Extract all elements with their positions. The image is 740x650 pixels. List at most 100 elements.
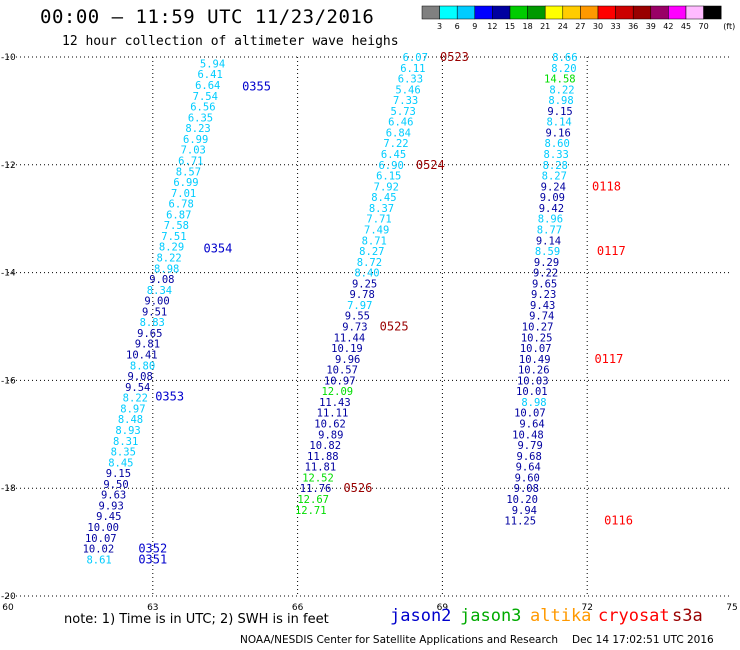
swh-value: 6.46 (388, 117, 413, 129)
swh-value: 10.26 (518, 365, 550, 377)
chart-grid (8, 56, 732, 597)
swh-value: 12.09 (321, 386, 353, 398)
swh-value: 9.09 (540, 192, 565, 204)
swh-value: 6.84 (386, 127, 411, 139)
swh-value: 6.41 (197, 69, 222, 81)
swh-value: 5.46 (395, 84, 420, 96)
swh-value: 10.27 (522, 322, 554, 334)
time-label: 0117 (597, 244, 626, 258)
swh-value: 7.58 (164, 220, 189, 232)
swh-value: 8.29 (159, 242, 184, 254)
swh-value: 9.50 (103, 479, 128, 491)
swh-value: 8.14 (546, 117, 571, 129)
swh-value: 7.71 (366, 214, 391, 226)
swh-value: 9.15 (106, 468, 131, 480)
swh-value: 7.97 (347, 300, 372, 312)
legend-label: 12 (487, 22, 497, 31)
swh-value: 9.14 (536, 235, 561, 247)
swh-value: 8.98 (548, 95, 573, 107)
legend-label: 30 (593, 22, 603, 31)
swh-value: 8.37 (369, 203, 394, 215)
swh-value: 7.03 (181, 145, 206, 157)
swh-value: 6.45 (381, 149, 406, 161)
legend-label: 39 (646, 22, 656, 31)
swh-value: 8.33 (544, 149, 569, 161)
swh-value: 5.73 (391, 106, 416, 118)
swh-value: 11.88 (307, 451, 339, 463)
swh-value: 8.27 (542, 171, 567, 183)
swh-value: 9.93 (99, 500, 124, 512)
swh-value: 8.45 (108, 457, 133, 469)
swh-value: 6.56 (190, 102, 215, 114)
swh-value: 8.23 (185, 123, 210, 135)
swh-value: 10.25 (521, 332, 553, 344)
swh-value: 8.34 (147, 285, 172, 297)
swh-value: 9.65 (532, 278, 557, 290)
legend-label: 36 (628, 22, 638, 31)
swh-value: 8.59 (535, 246, 560, 258)
swh-value: 8.48 (118, 414, 143, 426)
swh-value: 10.48 (512, 429, 544, 441)
swh-value: 7.33 (393, 95, 418, 107)
swh-value: 9.79 (517, 440, 542, 452)
swh-value: 10.62 (314, 419, 346, 431)
legend-label: 45 (681, 22, 691, 31)
swh-value: 11.44 (334, 332, 366, 344)
time-label: 0116 (604, 514, 633, 528)
satellite-name-cryosat: cryosat (598, 606, 670, 626)
legend-label: 3 (437, 22, 442, 31)
y-tick-label: -12 (1, 161, 16, 171)
swh-value: 9.29 (534, 257, 559, 269)
swh-value: 8.61 (86, 554, 111, 566)
swh-value: 11.25 (504, 516, 536, 528)
swh-value: 11.11 (317, 408, 349, 420)
track-jason2: 6.076.116.335.467.335.736.466.847.226.45… (295, 50, 469, 517)
swh-value: 11.81 (305, 462, 337, 474)
swh-value: 10.03 (517, 375, 549, 387)
swh-value: 7.01 (171, 188, 196, 200)
y-tick-label: -20 (1, 592, 16, 602)
legend-swatch (562, 5, 581, 20)
swh-value: 9.63 (101, 490, 126, 502)
y-tick-label: -14 (1, 269, 16, 279)
y-tick-label: -10 (1, 53, 16, 63)
swh-value: 7.51 (161, 231, 186, 243)
swh-value: 6.07 (403, 52, 428, 64)
legend-swatch (580, 5, 599, 20)
time-label: 0118 (592, 179, 621, 193)
swh-value: 9.94 (512, 505, 537, 517)
legend-swatch (703, 5, 722, 20)
swh-value: 9.54 (125, 382, 150, 394)
swh-value: 10.07 (85, 533, 117, 545)
swh-value: 6.35 (188, 112, 213, 124)
swh-value: 9.08 (128, 371, 153, 383)
legend-label: 18 (523, 22, 533, 31)
time-label: 0351 (138, 552, 167, 566)
time-label: 0354 (203, 241, 232, 255)
page-subtitle: 12 hour collection of altimeter wave hei… (62, 34, 399, 49)
swh-value: 9.16 (545, 127, 570, 139)
credit-text: NOAA/NESDIS Center for Satellite Applica… (240, 634, 558, 646)
legend-label: 21 (540, 22, 550, 31)
swh-value: 8.22 (123, 393, 148, 405)
swh-value: 8.77 (537, 224, 562, 236)
x-tick-label: 63 (147, 603, 158, 613)
swh-value: 8.20 (551, 63, 576, 75)
legend-label: 42 (663, 22, 673, 31)
legend-unit: (ft) (723, 22, 735, 31)
swh-value: 10.07 (520, 343, 552, 355)
track-jason2: 5.946.416.647.546.566.358.236.997.036.71… (83, 58, 271, 566)
legend-label: 33 (611, 22, 621, 31)
swh-value: 5.94 (200, 58, 225, 70)
time-label: 0524 (416, 158, 445, 172)
time-label: 0352 (138, 542, 167, 556)
swh-value: 9.00 (144, 296, 169, 308)
swh-value: 9.68 (517, 451, 542, 463)
swh-value: 7.22 (383, 138, 408, 150)
swh-value: 8.28 (543, 160, 568, 172)
swh-value: 6.33 (398, 74, 423, 86)
swh-value: 8.57 (176, 166, 201, 178)
track-cryosat: 8.668.2014.588.228.989.158.149.168.608.3… (504, 52, 633, 528)
legend-label: 9 (472, 22, 477, 31)
